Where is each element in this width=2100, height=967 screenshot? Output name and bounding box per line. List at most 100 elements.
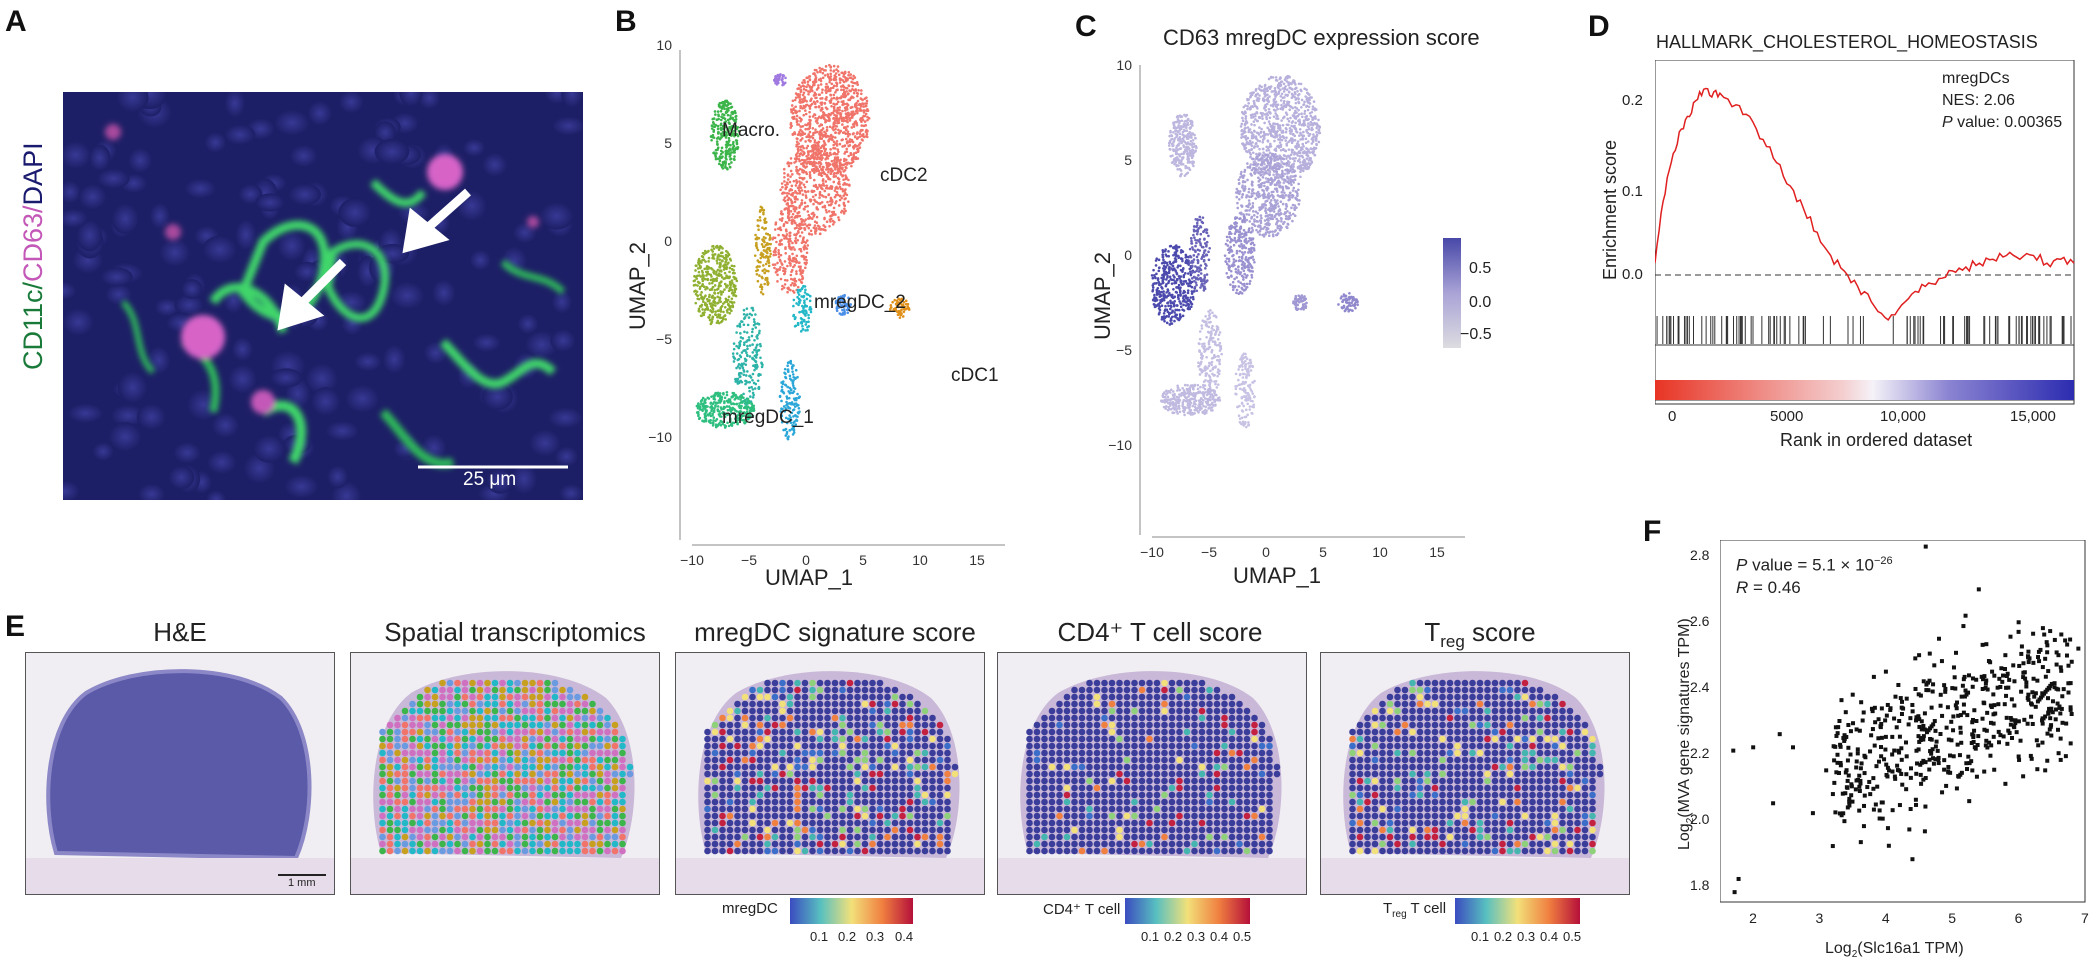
umap-point-macro — [724, 136, 728, 139]
umap-point-cdc2 — [842, 159, 846, 163]
umap-point-cdc2 — [792, 291, 796, 294]
umap-point-score — [1232, 243, 1236, 247]
umap-point-score — [1317, 128, 1320, 132]
umap-point-macro — [715, 140, 719, 143]
umap-point-mregdc1 — [728, 280, 732, 284]
umap-point-score — [1272, 108, 1276, 112]
umap-point-score — [1306, 118, 1309, 122]
umap-point-score — [1270, 213, 1274, 217]
umap-point-mregdc2 — [764, 276, 768, 280]
umap-point-cdc2 — [821, 182, 825, 185]
nucleus — [63, 308, 94, 336]
umap-point-score — [1238, 190, 1242, 193]
umap-point-other — [733, 398, 737, 401]
umap-point-other — [697, 414, 700, 418]
umap-point-score — [1250, 182, 1254, 186]
umap-point-cdc-pre — [754, 346, 758, 349]
umap-point-macro — [714, 154, 717, 157]
umap-point-mregdc1 — [711, 245, 714, 248]
umap-point-cdc2 — [824, 186, 828, 190]
umap-point-cdc2 — [788, 237, 792, 241]
umap-point-cdc2 — [801, 240, 805, 244]
umap-point-score — [1283, 178, 1287, 182]
umap-point-other — [725, 390, 729, 394]
umap-point-score — [1266, 113, 1269, 117]
umap-point-cdc2 — [816, 149, 820, 153]
umap-point-cdc2 — [839, 158, 842, 162]
umap-point-score — [1263, 219, 1267, 222]
umap-point-score — [1242, 105, 1246, 109]
umap-point-cdc2 — [851, 160, 855, 164]
umap-point-cdc-pre2 — [780, 385, 784, 389]
umap-point-mregdc1 — [711, 285, 715, 289]
umap-point-score — [1264, 207, 1267, 210]
umap-point-score — [1258, 158, 1261, 161]
umap-point-cdc2 — [824, 65, 828, 68]
umap-point-cdc2 — [829, 203, 832, 207]
umap-point-cdc2 — [795, 140, 799, 144]
umap-point-cdc1 — [891, 300, 894, 304]
umap-point-cdc2 — [793, 161, 796, 164]
umap-point-cdc-pre3 — [798, 310, 801, 314]
umap-point-mregdc1 — [715, 279, 718, 283]
umap-point-cdc-other — [837, 306, 840, 309]
umap-point-score — [1304, 95, 1307, 98]
umap-point-cdc2 — [814, 185, 818, 189]
umap-point-cdc2 — [854, 89, 858, 92]
umap-point-score — [1241, 184, 1244, 187]
umap-point-macro — [719, 105, 722, 108]
x-tick-label: 10 — [912, 552, 928, 568]
umap-point-cdc-pre2 — [784, 407, 788, 410]
umap-point-score — [1268, 151, 1272, 155]
umap-point-score — [1284, 214, 1288, 218]
umap-point-cdc2 — [835, 140, 839, 143]
umap-point-cdc-pre — [753, 338, 756, 342]
umap-point-cdc2 — [821, 76, 825, 80]
umap-point-mregdc1 — [716, 257, 719, 260]
umap-point-cdc2 — [846, 125, 849, 128]
umap-point-score — [1282, 162, 1286, 166]
umap-point-cdc2 — [808, 171, 812, 174]
umap-point-mregdc1 — [722, 268, 726, 271]
umap-point-score — [1282, 196, 1286, 199]
umap-point-mregdc1 — [711, 303, 715, 307]
umap-point-cdc2 — [797, 224, 801, 228]
nucleus — [550, 329, 576, 352]
umap-point-score — [1250, 136, 1254, 140]
umap-point-mregdc1 — [692, 279, 696, 283]
umap-point-cdc2 — [857, 143, 861, 146]
umap-point-cdc1 — [897, 309, 900, 313]
umap-point-pdc — [778, 75, 781, 78]
nucleus — [63, 208, 88, 228]
umap-point-cdc2 — [837, 218, 841, 222]
umap-point-cdc-pre2 — [797, 396, 801, 400]
umap-point-cdc-pre3 — [800, 318, 804, 321]
umap-point-score — [1288, 157, 1292, 160]
umap-point-cdc-pre2 — [783, 383, 787, 387]
umap-point-cdc2 — [786, 264, 789, 268]
umap-point-cdc2 — [865, 134, 868, 138]
umap-point-cdc2 — [811, 126, 815, 130]
umap-point-cdc2 — [849, 106, 853, 109]
umap-point-cdc2 — [782, 266, 785, 270]
umap-point-score — [1285, 205, 1289, 208]
umap-point-cdc2 — [803, 95, 806, 99]
umap-point-cdc-pre — [750, 334, 754, 338]
umap-point-cdc2 — [815, 200, 818, 204]
umap-point-cdc2 — [853, 81, 857, 85]
umap-point-score — [1235, 195, 1239, 199]
umap-point-mregdc1 — [708, 282, 711, 285]
y-tick-label: 0 — [664, 233, 672, 249]
nucleus — [289, 144, 318, 168]
umap-point-mregdc2 — [755, 272, 759, 276]
umap-point-cdc-pre3 — [804, 314, 807, 317]
umap-point-score — [1284, 139, 1288, 142]
umap-point-cdc-pre — [742, 373, 746, 377]
cluster-label-cdc1: cDC1 — [951, 365, 999, 386]
umap-point-score — [1237, 182, 1241, 186]
umap-point-mregdc1 — [717, 272, 721, 275]
umap-point-score — [1266, 180, 1270, 183]
umap-point-cdc-other — [847, 296, 850, 300]
umap-point-score — [1241, 193, 1245, 196]
umap-point-cdc2 — [772, 253, 776, 257]
